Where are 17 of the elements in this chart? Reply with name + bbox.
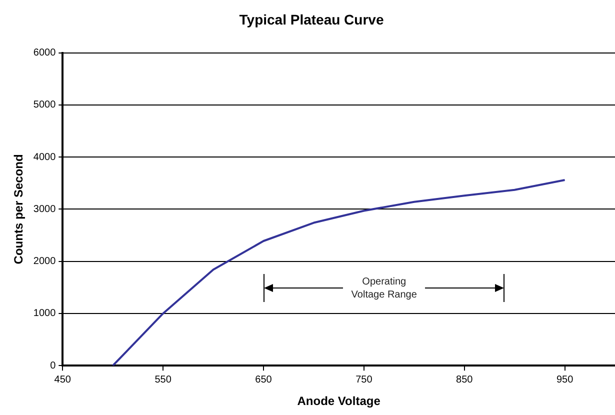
y-tick-label: 1000 bbox=[33, 308, 56, 320]
chart-title: Typical Plateau Curve bbox=[239, 11, 384, 28]
y-tick-label: 0 bbox=[50, 360, 56, 372]
x-tick-label: 450 bbox=[54, 374, 72, 386]
y-axis-title: Counts per Second bbox=[12, 154, 26, 264]
x-tick-label: 650 bbox=[255, 374, 272, 386]
x-tick-label: 850 bbox=[456, 374, 474, 386]
y-tick-label: 2000 bbox=[33, 256, 56, 268]
annotation: Operating Voltage Range bbox=[351, 276, 418, 300]
y-tick-label: 4000 bbox=[33, 152, 56, 163]
x-axis-title: Anode Voltage bbox=[297, 394, 381, 408]
y-tick-label: 6000 bbox=[33, 48, 56, 59]
y-tick-label: 5000 bbox=[33, 100, 56, 111]
x-tick-label: 950 bbox=[556, 374, 574, 386]
x-tick-label: 550 bbox=[154, 374, 172, 386]
x-tick-label: 750 bbox=[356, 374, 373, 386]
y-tick-label: 3000 bbox=[33, 204, 56, 215]
